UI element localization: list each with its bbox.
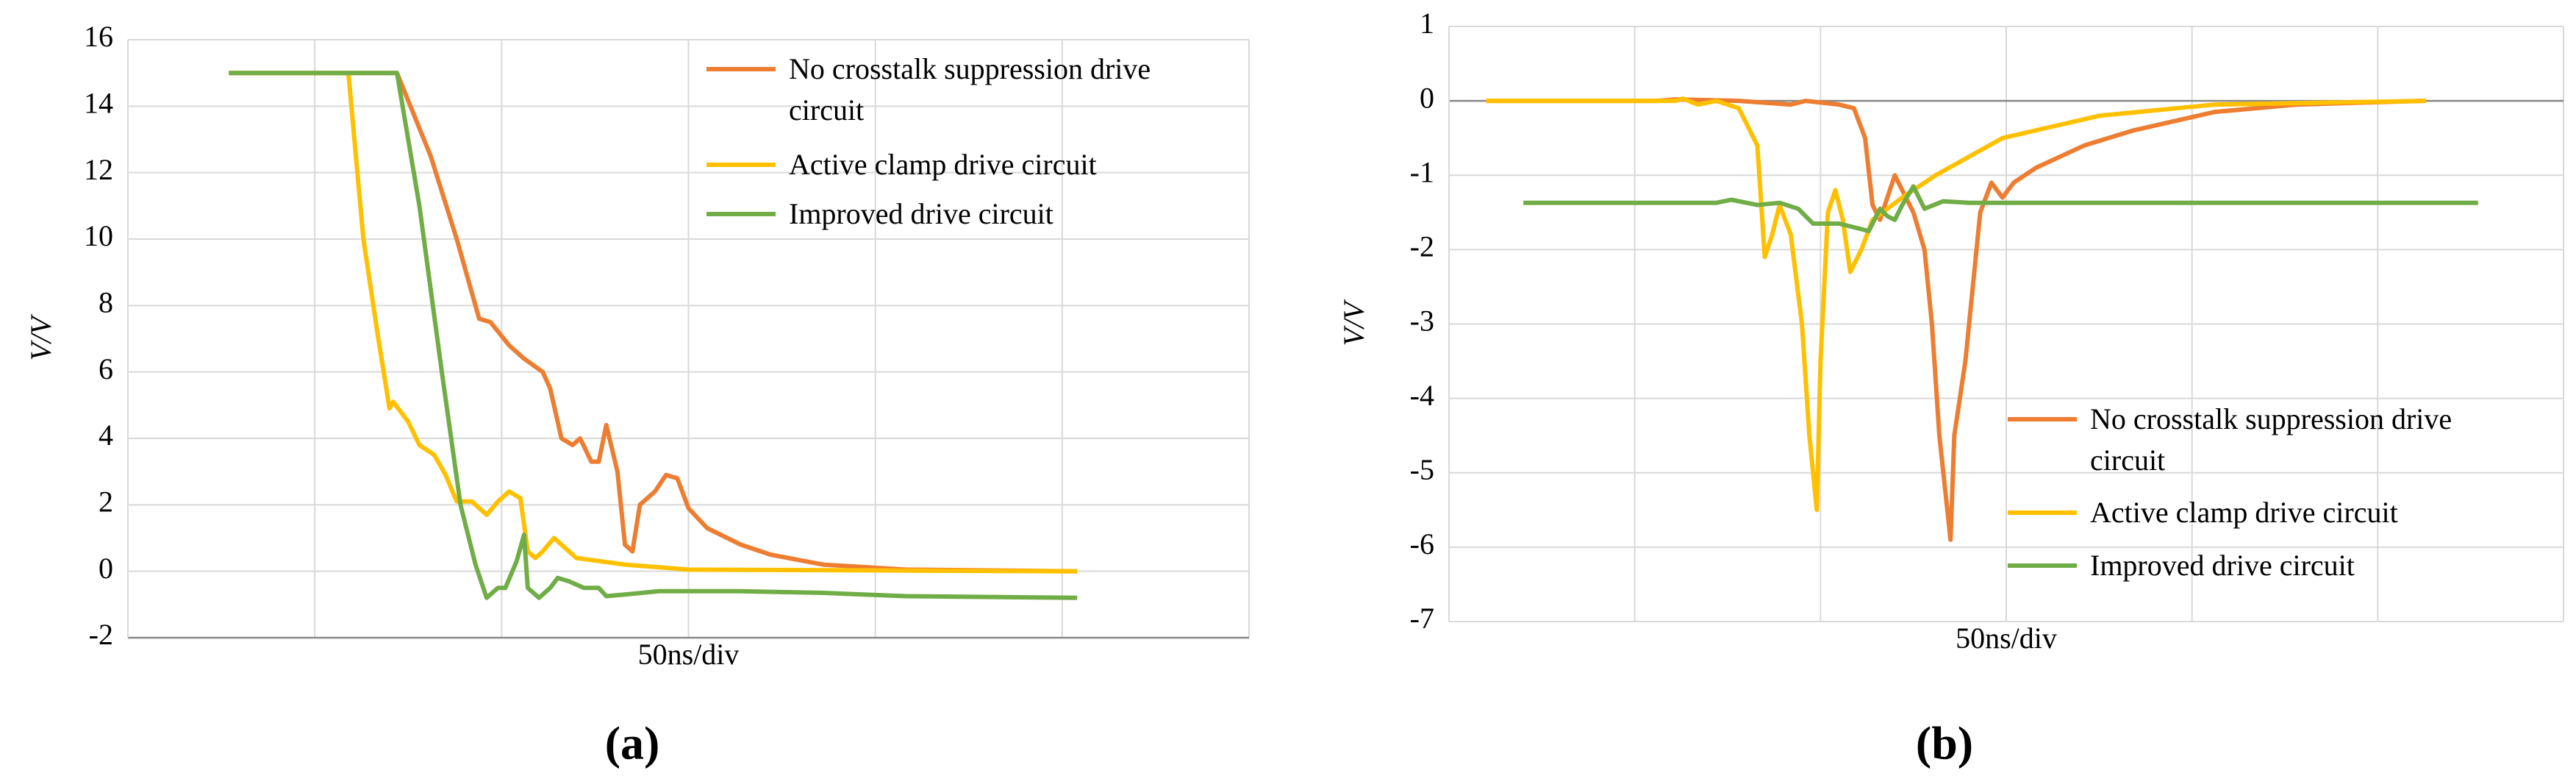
y-axis-label: V/V: [24, 313, 57, 361]
legend-label: No crosstalk suppression drive circuit: [2090, 402, 2452, 477]
legend-label: No crosstalk suppression drive circuit: [789, 52, 1151, 127]
panel-label: (b): [1916, 717, 1973, 769]
y-tick-label: -2: [89, 618, 113, 651]
series-line: [229, 71, 1078, 600]
y-tick-label: 16: [84, 20, 113, 53]
y-tick-label: -4: [1410, 379, 1434, 412]
y-tick-label: 14: [84, 87, 113, 120]
y-tick-label: -6: [1410, 527, 1434, 560]
y-axis-label: V/V: [1337, 299, 1370, 346]
panel-label: (a): [605, 717, 660, 769]
y-tick-label: -3: [1410, 305, 1434, 338]
legend-label: Improved drive circuit: [2090, 549, 2355, 582]
series-line: [1486, 96, 2427, 513]
y-tick-label: -2: [1410, 230, 1434, 263]
y-tick-label: 10: [84, 219, 113, 252]
series-line: [229, 71, 1078, 574]
y-tick-label: 8: [99, 286, 113, 319]
y-tick-label: 1: [1420, 7, 1434, 40]
x-axis-label: 50ns/div: [638, 638, 740, 671]
x-axis-label: 50ns/div: [1956, 622, 2057, 655]
series-line: [229, 71, 1078, 574]
y-tick-label: 0: [99, 552, 113, 585]
y-tick-label: 4: [99, 419, 113, 452]
y-tick-label: 2: [99, 485, 113, 519]
legend-label: Active clamp drive circuit: [789, 148, 1097, 181]
legend-label: Improved drive circuit: [789, 197, 1053, 230]
y-tick-label: 12: [84, 153, 113, 186]
y-tick-label: -1: [1410, 155, 1434, 188]
y-tick-label: -7: [1410, 602, 1434, 635]
series-line: [1486, 97, 2423, 542]
series-line: [1523, 184, 2478, 234]
y-tick-label: 0: [1420, 81, 1434, 114]
y-tick-label: 6: [99, 352, 113, 385]
legend-label: Active clamp drive circuit: [2090, 496, 2398, 529]
y-tick-label: -5: [1410, 453, 1434, 486]
